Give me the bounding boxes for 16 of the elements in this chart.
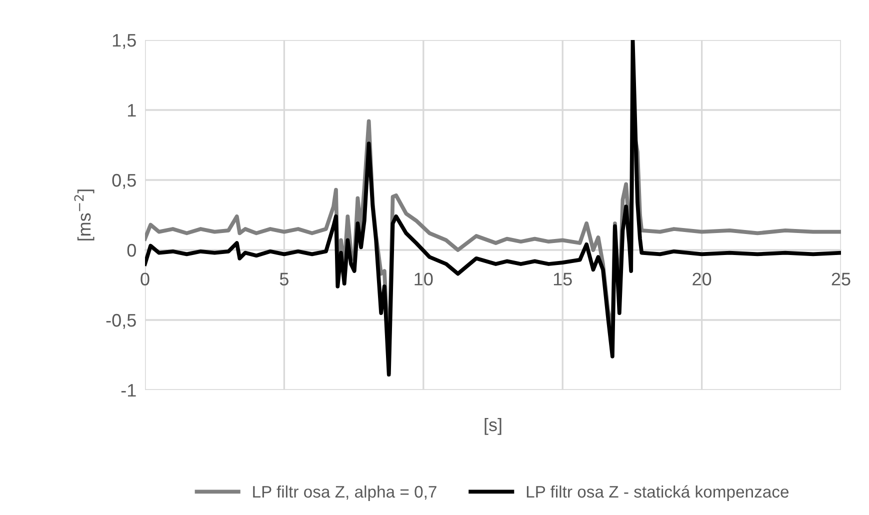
y-tick-label: 0,5 [112,174,136,189]
y-tick-label: 1,5 [112,34,136,49]
x-tick-label: 0 [140,272,150,286]
x-tick-label: 10 [414,272,433,286]
x-axis-title: [s] [484,418,502,435]
y-tick-label: -0,5 [106,314,136,329]
legend-label: LP filtr osa Z - statická kompenzace [526,485,789,501]
y-axis-title: [ms$^{−2}$] [74,190,94,240]
x-tick-label: 15 [554,272,572,286]
y-tick-label: -1 [121,384,136,397]
y-tick-label: 1 [128,104,136,117]
x-tick-label: 5 [280,272,288,286]
x-tick-label: 20 [692,272,712,286]
legend-label: LP filtr osa Z, alpha = 0,7 [253,485,436,501]
y-tick-label: 0 [127,244,136,257]
x-tick-label: 25 [832,272,850,286]
